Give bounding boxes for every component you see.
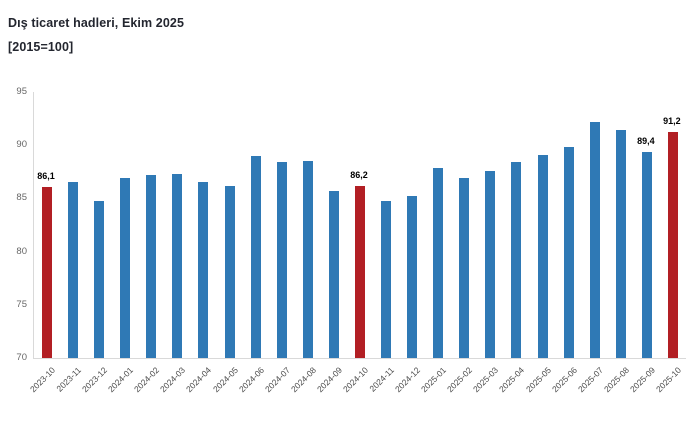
x-tick-label: 2024-05 <box>210 365 240 395</box>
bar-2025-10[interactable] <box>667 132 678 358</box>
bar-2025-08[interactable] <box>615 130 626 358</box>
x-tick-label: 2025-04 <box>497 365 527 395</box>
bar-2024-12[interactable] <box>407 196 418 358</box>
bar-2025-01[interactable] <box>433 167 444 358</box>
bar-2024-06[interactable] <box>250 155 261 358</box>
plot-area <box>33 92 686 359</box>
y-tick-label: 90 <box>16 139 27 151</box>
x-tick-label: 2023-10 <box>27 365 58 395</box>
x-tick-label: 2024-04 <box>184 365 214 395</box>
x-tick-label: 2025-07 <box>575 365 605 395</box>
bar-2024-11[interactable] <box>381 200 392 358</box>
x-tick-label: 2025-02 <box>445 365 475 395</box>
bar-2024-09[interactable] <box>328 190 339 358</box>
bar-2023-11[interactable] <box>68 182 79 358</box>
y-tick-label: 80 <box>16 245 27 257</box>
y-tick-label: 95 <box>16 86 27 97</box>
x-tick-label: 2025-09 <box>627 365 657 395</box>
x-tick-label: 2024-10 <box>340 365 371 395</box>
x-tick-label: 2024-12 <box>393 365 423 395</box>
bar-2025-07[interactable] <box>589 121 600 358</box>
x-tick-label: 2024-02 <box>132 365 162 395</box>
y-tick-label: 85 <box>16 192 27 204</box>
x-tick-label: 2024-11 <box>367 365 397 394</box>
bar-2024-02[interactable] <box>146 175 157 358</box>
x-tick-label: 2024-06 <box>236 365 266 395</box>
x-tick-label: 2025-10 <box>653 365 683 395</box>
x-tick-label: 2023-11 <box>54 365 84 394</box>
bar-2024-04[interactable] <box>198 182 209 358</box>
bar-2025-04[interactable] <box>511 162 522 358</box>
x-tick-label: 2024-08 <box>288 365 318 395</box>
chart-subtitle: [2015=100] <box>8 40 74 54</box>
bar-2025-05[interactable] <box>537 154 548 358</box>
y-tick-label: 70 <box>16 352 27 363</box>
y-tick-label: 75 <box>16 298 27 310</box>
bar-2025-09[interactable] <box>641 151 652 358</box>
chart-title: Dış ticaret hadleri, Ekim 2025 <box>8 16 185 30</box>
bar-2024-01[interactable] <box>120 178 131 358</box>
x-tick-label: 2025-08 <box>601 365 631 395</box>
bar-2024-07[interactable] <box>276 162 287 358</box>
bar-2025-02[interactable] <box>459 178 470 358</box>
x-tick-label: 2024-03 <box>158 365 188 395</box>
x-tick-label: 2025-06 <box>549 365 579 395</box>
bar-2024-08[interactable] <box>302 161 313 358</box>
bar-2024-05[interactable] <box>224 185 235 358</box>
bar-2025-03[interactable] <box>485 170 496 358</box>
x-tick-label: 2024-09 <box>314 365 344 395</box>
bar-2023-12[interactable] <box>94 200 105 358</box>
x-tick-label: 2024-07 <box>262 365 292 395</box>
x-tick-label: 2023-12 <box>80 365 110 395</box>
bar-2025-06[interactable] <box>563 147 574 358</box>
bar-2024-10[interactable] <box>354 185 365 358</box>
bar-2023-10[interactable] <box>42 186 52 358</box>
bar-2024-03[interactable] <box>172 173 183 358</box>
x-tick-label: 2025-03 <box>471 365 501 395</box>
x-tick-label: 2024-01 <box>106 365 136 395</box>
x-tick-label: 2025-05 <box>523 365 553 395</box>
x-tick-label: 2025-01 <box>419 365 449 395</box>
